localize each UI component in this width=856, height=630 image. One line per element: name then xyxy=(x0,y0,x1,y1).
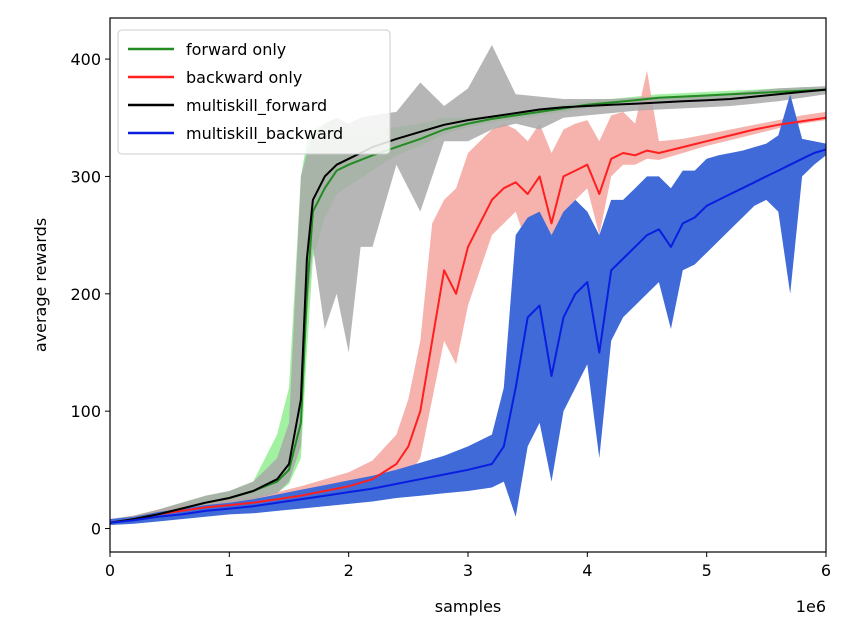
series-lines xyxy=(109,88,827,524)
y-tick-label: 0 xyxy=(91,520,101,539)
legend-label: multiskill_forward xyxy=(186,96,327,116)
x-axis: 0 1 2 3 4 5 6 xyxy=(105,552,831,580)
y-tick-label: 100 xyxy=(70,402,101,421)
legend-label: forward only xyxy=(186,40,286,59)
line-multiskill-backward xyxy=(109,148,827,524)
x-axis-label: samples xyxy=(435,597,502,616)
x-tick-label: 0 xyxy=(105,561,115,580)
x-axis-offset-label: 1e6 xyxy=(796,597,826,616)
x-tick-label: 2 xyxy=(344,561,354,580)
band-multiskill-backward xyxy=(110,94,826,526)
line-backward-only xyxy=(109,116,827,524)
legend: forward only backward only multiskill_forw… xyxy=(117,29,391,155)
y-tick-label: 400 xyxy=(70,50,101,69)
band-backward-only xyxy=(110,70,826,526)
line-multiskill-forward xyxy=(109,88,827,524)
x-tick-label: 4 xyxy=(582,561,592,580)
legend-label: backward only xyxy=(186,68,302,87)
y-axis-label: average rewards xyxy=(31,218,50,352)
x-tick-label: 5 xyxy=(702,561,712,580)
y-tick-label: 200 xyxy=(70,285,101,304)
y-axis: 0 100 200 300 400 xyxy=(70,50,110,539)
legend-box xyxy=(117,29,391,155)
y-tick-label: 300 xyxy=(70,167,101,186)
x-tick-label: 6 xyxy=(821,561,831,580)
x-tick-label: 3 xyxy=(463,561,473,580)
legend-label: multiskill_backward xyxy=(186,124,343,144)
x-tick-label: 1 xyxy=(224,561,234,580)
band-forward-only xyxy=(110,87,826,525)
